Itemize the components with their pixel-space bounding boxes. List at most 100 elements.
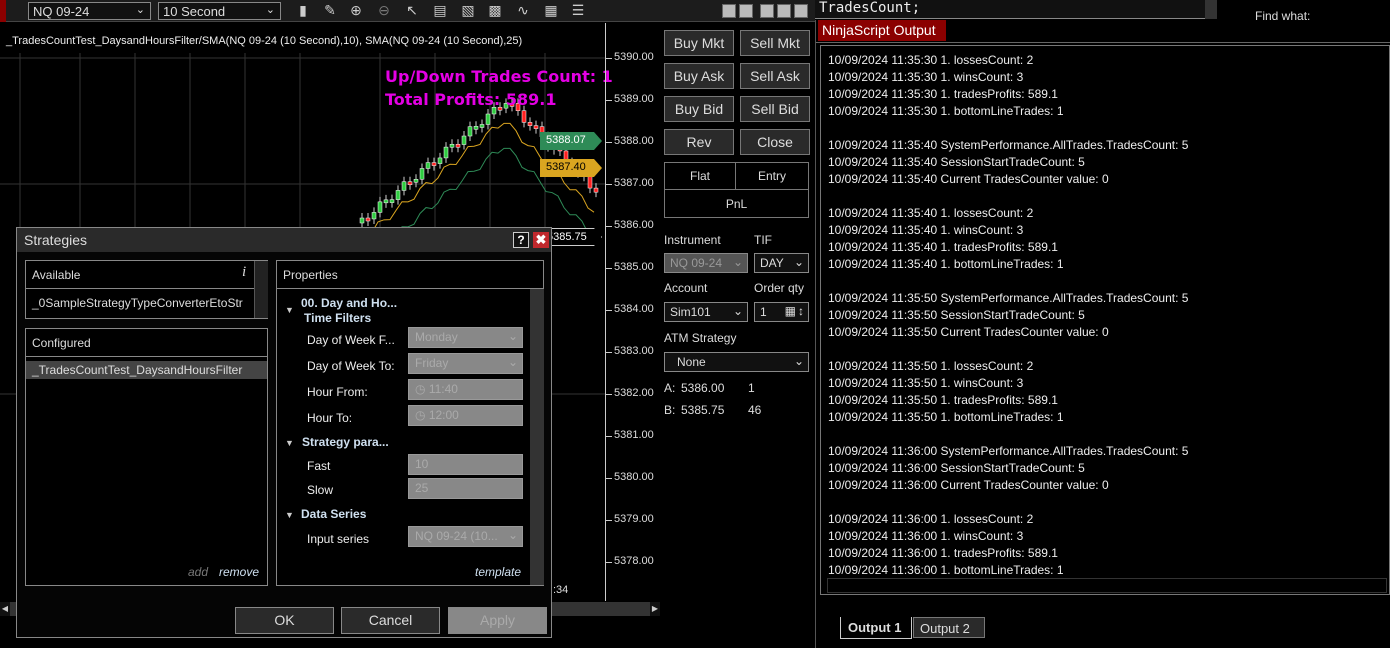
find-panel: Find what: — [1217, 0, 1390, 23]
dialog-title-bar[interactable]: Strategies — [17, 228, 551, 252]
template-link[interactable]: template — [475, 565, 522, 579]
buy-ask-button[interactable]: Buy Ask — [664, 63, 734, 89]
window-button[interactable] — [722, 4, 736, 18]
order-qty-value: 1 — [760, 305, 767, 319]
order-instrument-value: NQ 09-24 — [670, 256, 723, 270]
collapse-icon[interactable]: ▼ — [285, 510, 294, 520]
fast-input[interactable]: 10 — [408, 454, 523, 475]
add-link[interactable]: add — [188, 565, 209, 579]
output-line: 10/09/2024 11:35:50 1. lossesCount: 2 — [828, 359, 1034, 373]
order-qty-input[interactable]: 1 ▦ ↕ — [754, 302, 809, 322]
cancel-button[interactable]: Cancel — [341, 607, 440, 634]
sell-bid-button[interactable]: Sell Bid — [740, 96, 810, 122]
bars-type-icon[interactable]: ▮ — [299, 2, 307, 18]
sma-slow-price-tag: 5388.07 — [540, 132, 602, 150]
available-scrollbar[interactable] — [254, 261, 268, 318]
dow-from-select[interactable]: Monday ⌄ — [408, 327, 523, 348]
tif-select[interactable]: DAY ⌄ — [754, 253, 809, 273]
zoom-out-icon[interactable]: ⊖ — [378, 2, 390, 18]
available-label: Available — [32, 268, 81, 282]
account-select[interactable]: Sim101 ⌄ — [664, 302, 748, 322]
close-icon[interactable]: ✖ — [533, 232, 549, 248]
templates-icon[interactable]: ▦ — [544, 2, 558, 18]
output-text-area[interactable]: 10/09/2024 11:35:30 1. lossesCount: 2 10/… — [820, 45, 1390, 595]
dow-to-select[interactable]: Friday ⌄ — [408, 353, 523, 374]
pointer-icon[interactable]: ↖ — [406, 2, 418, 18]
remove-link[interactable]: remove — [219, 565, 260, 579]
buy-market-button[interactable]: Buy Mkt — [664, 30, 734, 56]
tab-output-1[interactable]: Output 1 — [840, 617, 912, 639]
price-tick — [606, 58, 612, 59]
price-axis[interactable]: 5388.07 5387.40 5385.75 5390.00 5389.00 53… — [605, 23, 660, 601]
window-button[interactable] — [739, 4, 753, 18]
help-button[interactable]: ? — [513, 232, 529, 248]
reverse-button[interactable]: Rev — [664, 129, 734, 155]
tab-output-2[interactable]: Output 2 — [913, 617, 985, 638]
available-strategy-item[interactable]: _0SampleStrategyTypeConverterEtoStr — [32, 296, 243, 310]
interval-select[interactable]: 10 Second ⌄ — [158, 2, 281, 20]
calculator-icon[interactable]: ▦ — [784, 304, 796, 318]
collapse-icon[interactable]: ▼ — [285, 305, 294, 315]
scroll-left-icon[interactable]: ◀ — [0, 602, 10, 616]
output-line: 10/09/2024 11:35:40 Current TradesCounte… — [828, 172, 1109, 186]
sell-market-button[interactable]: Sell Mkt — [740, 30, 810, 56]
atm-strategy-select[interactable]: None ⌄ — [664, 352, 809, 372]
output-line — [821, 495, 1389, 512]
hour-from-input[interactable]: ◷ 11:40 — [408, 379, 523, 400]
scroll-right-icon[interactable]: ▶ — [650, 602, 660, 616]
hour-from-value: 11:40 — [428, 382, 458, 396]
spinner-icon[interactable]: ↕ — [798, 304, 804, 318]
output-line: 10/09/2024 11:35:40 1. tradesProfits: 58… — [828, 240, 1058, 254]
order-instrument-select[interactable]: NQ 09-24 ⌄ — [664, 253, 748, 273]
strategies-icon[interactable]: ∿ — [517, 2, 529, 18]
price-label: 5381.00 — [614, 429, 654, 441]
output-line — [821, 121, 1389, 138]
instrument-select[interactable]: NQ 09-24 ⌄ — [28, 2, 151, 20]
maximize-button[interactable] — [777, 4, 791, 18]
chevron-down-icon: ⌄ — [793, 255, 804, 269]
minimize-button[interactable] — [760, 4, 774, 18]
data-box-icon[interactable]: ▤ — [433, 2, 447, 18]
category-day-hours[interactable]: 00. Day and Ho... — [301, 296, 398, 310]
find-what-label: Find what: — [1255, 9, 1311, 23]
output-input-bar[interactable] — [827, 578, 1387, 593]
bid-size: 46 — [748, 403, 762, 417]
available-panel: Available i _0SampleStrategyTypeConverter… — [25, 260, 268, 319]
output-line: 10/09/2024 11:36:00 Current TradesCounte… — [828, 478, 1109, 492]
hour-to-input[interactable]: ◷ 12:00 — [408, 405, 523, 426]
buy-bid-button[interactable]: Buy Bid — [664, 96, 734, 122]
configured-strategy-item[interactable]: _TradesCountTest_DaysandHoursFilter — [26, 361, 267, 379]
candle — [431, 162, 437, 166]
output-title: NinjaScript Output — [818, 20, 946, 41]
info-icon[interactable]: i — [242, 264, 247, 280]
apply-button[interactable]: Apply — [448, 607, 547, 634]
properties-icon[interactable]: ▧ — [461, 2, 475, 18]
output-line: 10/09/2024 11:35:40 1. lossesCount: 2 — [828, 206, 1034, 220]
ok-button[interactable]: OK — [235, 607, 334, 634]
close-window-button[interactable] — [794, 4, 808, 18]
input-series-label: Input series — [307, 532, 370, 546]
zoom-in-icon[interactable]: ⊕ — [350, 2, 362, 18]
price-tick — [606, 310, 612, 311]
window-accent — [0, 0, 6, 22]
flat-position-cell: Flat — [664, 162, 736, 190]
indicators-icon[interactable]: ▩ — [488, 2, 502, 18]
code-editor[interactable]: TradesCount; — [815, 0, 1205, 19]
pencil-icon[interactable]: ✎ — [324, 2, 336, 18]
candle — [473, 126, 479, 130]
input-series-select[interactable]: NQ 09-24 (10... ⌄ — [408, 526, 523, 547]
menu-list-icon[interactable]: ☰ — [571, 2, 585, 18]
properties-scrollbar[interactable] — [530, 289, 544, 585]
ask-size: 1 — [748, 381, 755, 395]
collapse-icon[interactable]: ▼ — [285, 438, 294, 448]
close-position-button[interactable]: Close — [740, 129, 810, 155]
output-line: 10/09/2024 11:35:50 1. bottomLineTrades:… — [828, 410, 1064, 424]
category-data-series[interactable]: Data Series — [301, 507, 367, 521]
slow-input[interactable]: 25 — [408, 478, 523, 499]
output-line: 10/09/2024 11:35:50 Current TradesCounte… — [828, 325, 1109, 339]
price-label: 5378.00 — [614, 555, 654, 567]
editor-scrollbar[interactable] — [1205, 0, 1217, 19]
category-strategy-parameters[interactable]: Strategy para... — [302, 435, 389, 449]
sell-ask-button[interactable]: Sell Ask — [740, 63, 810, 89]
candle — [509, 103, 515, 107]
